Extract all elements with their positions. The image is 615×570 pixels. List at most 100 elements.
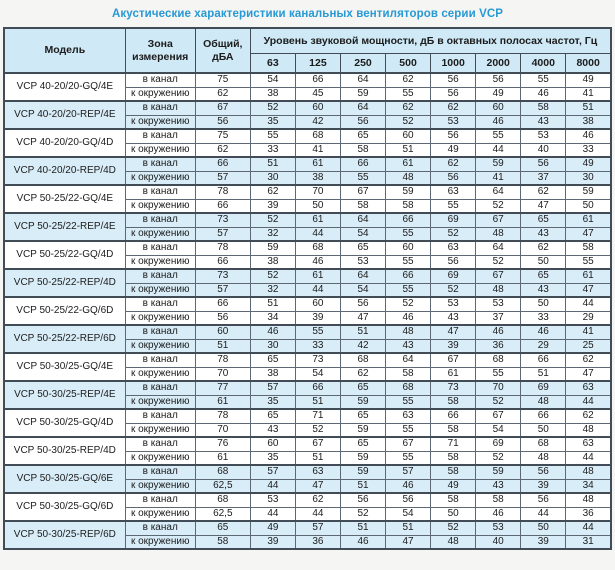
model-cell: VCP 50-30/25-GQ/6E [3,464,126,494]
spl-value-cell: 38 [565,114,612,130]
spl-value-cell: 49 [249,520,296,536]
spl-value-cell: 65 [339,128,387,144]
table-row: к окружению 61 35 51 59 55 58 52 48 44 [4,394,612,410]
spl-value-cell: 43 [520,114,567,130]
table-row: VCP 50-25/22-REP/6D в канал 60 46 55 51 48 47 46… [3,324,612,354]
spl-value-cell: 44 [249,478,296,494]
spl-value-cell: 60 [294,100,341,116]
spl-value-cell: 50 [520,520,567,536]
total-dba-cell: 56 [194,310,251,326]
total-dba-cell: 56 [194,114,251,130]
spl-value-cell: 39 [430,338,477,354]
spl-value-cell: 44 [565,450,612,466]
spl-value-cell: 70 [475,380,522,396]
zone-cell: к окружению [124,394,196,410]
spl-value-cell: 48 [565,492,612,508]
spl-value-cell: 44 [565,296,612,312]
spl-value-cell: 64 [475,240,522,256]
zone-cell: в канал [124,352,196,368]
table-row: к окружению 62,5 44 47 51 46 49 43 39 34 [4,478,612,494]
spl-value-cell: 63 [430,184,477,200]
table-header: Модель Зона измерения Общий, дБА Уровень… [3,27,612,74]
spl-value-cell: 50 [430,506,477,522]
spl-value-cell: 59 [339,394,387,410]
table-row: VCP 40-20/20-GQ/4D в канал 75 55 68 65 60 56 55 5… [3,128,612,158]
spl-value-cell: 54 [385,506,432,522]
zone-cell: к окружению [124,254,196,270]
spl-value-cell: 48 [430,534,477,550]
spl-value-cell: 36 [475,338,522,354]
spl-value-cell: 53 [430,296,477,312]
total-dba-cell: 65 [194,520,251,536]
total-dba-cell: 62 [194,86,251,102]
spl-value-cell: 66 [294,72,341,88]
spl-value-cell: 51 [565,100,612,116]
spl-value-cell: 56 [520,464,567,480]
table-row: VCP 50-25/22-GQ/4D в канал 78 59 68 65 60 63 64 6… [3,240,612,270]
table-row: к окружению 51 30 33 42 43 39 36 29 25 [4,338,612,354]
spl-value-cell: 39 [249,534,296,550]
spl-value-cell: 51 [294,394,341,410]
spl-value-cell: 36 [294,534,341,550]
spl-value-cell: 71 [294,408,341,424]
zone-cell: в канал [124,520,196,536]
table-row: к окружению 62 38 45 59 55 56 49 46 41 [4,86,612,102]
spl-value-cell: 59 [385,184,432,200]
spl-value-cell: 53 [249,492,296,508]
column-header-freq-250: 250 [339,53,387,74]
total-dba-cell: 68 [194,492,251,508]
spl-value-cell: 43 [520,226,567,242]
spl-value-cell: 59 [339,450,387,466]
spl-value-cell: 55 [385,422,432,438]
spl-value-cell: 64 [339,212,387,228]
spl-value-cell: 65 [249,352,296,368]
column-header-freq-1000: 1000 [430,53,477,74]
total-dba-cell: 73 [194,212,251,228]
table-row: VCP 50-30/25-REP/6D в канал 65 49 57 51 51 52 53… [3,520,612,550]
zone-cell: к окружению [124,534,196,550]
total-dba-cell: 62 [194,142,251,158]
spl-value-cell: 51 [339,324,387,340]
spl-value-cell: 58 [339,198,387,214]
zone-cell: в канал [124,324,196,340]
spl-value-cell: 46 [294,254,341,270]
spl-value-cell: 55 [385,282,432,298]
table-row: VCP 50-25/22-REP/4D в канал 73 52 61 64 66 69 67… [3,268,612,298]
spl-value-cell: 29 [565,310,612,326]
spl-value-cell: 43 [385,338,432,354]
spl-value-cell: 47 [565,226,612,242]
spl-value-cell: 51 [385,142,432,158]
spl-value-cell: 63 [565,380,612,396]
spl-value-cell: 44 [565,520,612,536]
spl-value-cell: 60 [249,436,296,452]
spl-value-cell: 47 [520,198,567,214]
model-cell: VCP 50-25/22-GQ/4E [3,184,126,214]
spl-value-cell: 46 [475,324,522,340]
spl-value-cell: 46 [249,324,296,340]
spl-value-cell: 50 [520,422,567,438]
spl-value-cell: 62 [430,156,477,172]
spl-value-cell: 62 [385,100,432,116]
table-row: к окружению 56 34 39 47 46 43 37 33 29 [4,310,612,326]
model-cell: VCP 50-25/22-GQ/4D [3,240,126,270]
total-dba-cell: 76 [194,436,251,452]
spl-value-cell: 69 [475,436,522,452]
spl-value-cell: 65 [339,380,387,396]
zone-cell: в канал [124,268,196,284]
table-row: к окружению 57 30 38 55 48 56 41 37 30 [4,170,612,186]
spl-value-cell: 55 [385,226,432,242]
spl-value-cell: 62 [385,72,432,88]
spl-value-cell: 55 [339,170,387,186]
spl-value-cell: 58 [430,464,477,480]
table-row: VCP 50-30/25-REP/4E в канал 77 57 66 65 68 73 70… [3,380,612,410]
spl-value-cell: 67 [339,184,387,200]
spl-value-cell: 57 [385,464,432,480]
spl-value-cell: 48 [385,170,432,186]
spl-value-cell: 63 [565,436,612,452]
spl-value-cell: 41 [565,86,612,102]
spl-value-cell: 47 [565,366,612,382]
spl-value-cell: 66 [520,408,567,424]
spl-value-cell: 55 [520,72,567,88]
spl-value-cell: 51 [339,520,387,536]
spl-value-cell: 68 [520,436,567,452]
